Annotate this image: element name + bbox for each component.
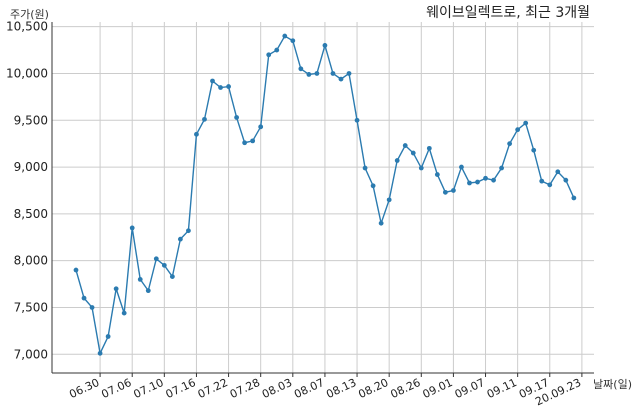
y-tick-label: 8,500 [14, 207, 48, 221]
x-tick-label: 07.06 [99, 376, 133, 401]
data-point [402, 143, 408, 148]
x-tick-label: 08.26 [389, 376, 423, 401]
data-point [73, 267, 79, 273]
data-point [418, 165, 424, 171]
x-tick-label: 07.22 [196, 376, 230, 401]
data-point [370, 183, 376, 189]
x-tick-labels: 06.3007.0607.1007.1607.2207.2808.0308.07… [67, 376, 583, 408]
y-tick-label: 8,000 [14, 254, 48, 268]
data-point [338, 76, 344, 82]
data-point [169, 274, 175, 279]
chart-title: 웨이브일렉트로, 최근 3개월 [426, 5, 590, 21]
data-point [105, 334, 111, 339]
data-point [378, 220, 384, 226]
data-point [81, 295, 87, 301]
data-point [362, 165, 368, 171]
data-point [499, 165, 504, 171]
data-point [555, 169, 561, 175]
data-point [410, 150, 416, 156]
data-point [539, 178, 545, 184]
data-point [314, 71, 320, 76]
x-tick-label: 09.01 [421, 376, 455, 401]
x-tick-label: 08.20 [356, 376, 390, 401]
data-point [426, 145, 432, 151]
data-point [145, 288, 151, 294]
y-tick-label: 10,500 [6, 20, 48, 34]
data-point [531, 147, 537, 153]
data-point [210, 78, 215, 84]
data-point [177, 236, 183, 242]
data-point [442, 189, 448, 195]
data-point [266, 52, 272, 58]
data-point [258, 124, 264, 130]
data-point [186, 228, 191, 234]
grid [52, 22, 594, 377]
data-point [354, 117, 360, 123]
data-point [89, 305, 95, 310]
x-tick-label: 08.07 [292, 376, 326, 401]
data-point [113, 286, 119, 292]
data-point [467, 180, 472, 186]
data-point [298, 66, 304, 72]
data-point [97, 350, 103, 356]
data-point [306, 72, 312, 77]
x-tick-label: 08.13 [324, 376, 358, 401]
data-point [153, 256, 159, 262]
y-axis-label: 주가(원) [10, 8, 49, 21]
data-point [121, 310, 127, 316]
data-point [322, 43, 328, 48]
data-point [226, 84, 231, 89]
data-point [194, 131, 199, 137]
data-point [282, 33, 288, 39]
data-point [523, 120, 529, 126]
data-point [129, 225, 135, 231]
data-point [218, 85, 223, 90]
data-point [274, 47, 280, 53]
data-point [451, 188, 456, 193]
y-tick-label: 9,500 [14, 113, 48, 127]
data-point [386, 197, 392, 203]
y-tick-label: 9,000 [14, 160, 48, 174]
data-point [202, 116, 207, 122]
data-point [161, 262, 167, 268]
x-tick-label: 06.30 [67, 376, 101, 401]
data-point [290, 38, 296, 44]
data-point [515, 127, 521, 133]
data-point [330, 71, 336, 76]
data-point [459, 164, 464, 170]
x-tick-label: 09.11 [485, 376, 519, 401]
data-point [234, 115, 240, 120]
data-point [475, 179, 480, 185]
x-tick-label: 07.28 [228, 376, 262, 401]
x-axis-label: 날짜(일) [593, 377, 632, 391]
x-tick-label: 07.10 [132, 376, 166, 401]
x-tick-label: 08.03 [260, 376, 294, 401]
y-tick-label: 7,000 [14, 347, 48, 361]
data-point [571, 195, 577, 201]
data-point [434, 172, 440, 177]
data-point [483, 175, 488, 181]
data-point [547, 182, 553, 188]
data-point [394, 158, 400, 163]
data-point [491, 177, 496, 183]
data-point [563, 177, 569, 183]
data-point [346, 71, 352, 76]
y-tick-label: 10,000 [6, 66, 48, 80]
series [73, 33, 577, 356]
data-point [242, 140, 248, 146]
y-tick-labels: 7,000 7,500 8,000 8,500 9,000 9,500 10,000 10,5… [6, 20, 48, 362]
x-tick-label: 07.16 [164, 376, 198, 401]
data-point [137, 277, 143, 282]
axes [51, 22, 594, 374]
data-point [507, 141, 513, 147]
data-point [250, 138, 256, 144]
x-tick-label: 09.07 [453, 376, 487, 401]
y-tick-label: 7,500 [14, 300, 48, 314]
